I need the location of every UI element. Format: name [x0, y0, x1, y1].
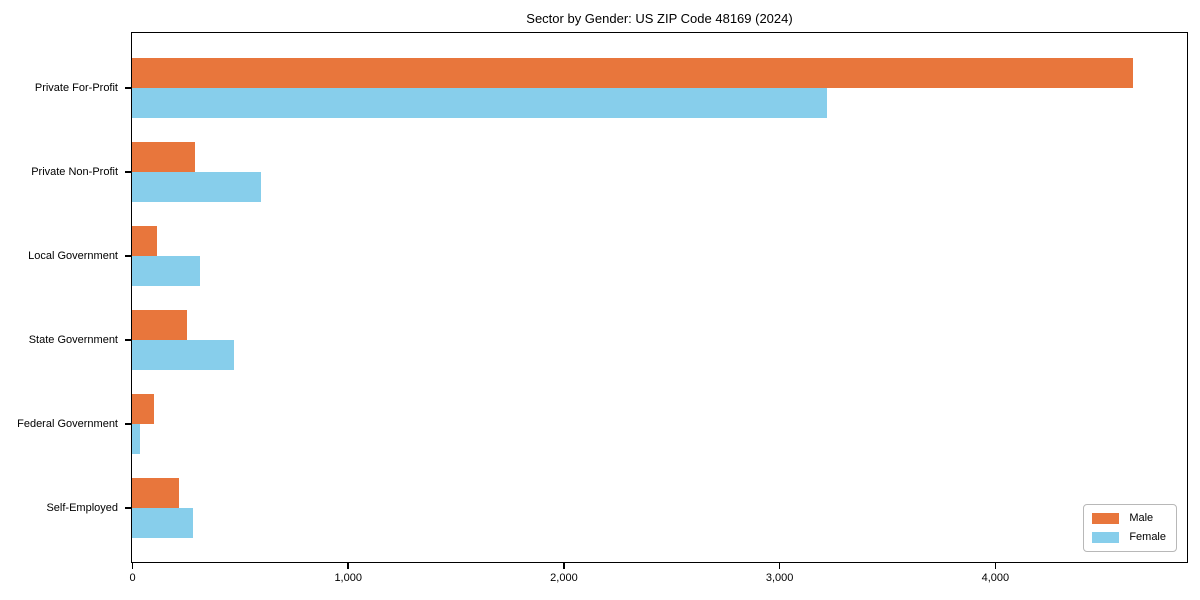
y-tick-mark [125, 423, 131, 425]
x-tick-label: 0 [129, 572, 136, 584]
y-tick-label-federal-government: Federal Government [17, 417, 118, 430]
bar-male-private-for-profit [132, 57, 1133, 88]
y-tick-mark [125, 255, 131, 257]
bar-female-federal-government [132, 423, 140, 454]
y-tick-mark [125, 171, 131, 173]
x-tick-label: 4,000 [981, 572, 1010, 584]
bar-female-state-government [132, 339, 235, 370]
legend-label-male: Male [1129, 512, 1154, 524]
x-tick-label: 1,000 [334, 572, 362, 584]
bar-female-local-government [132, 255, 200, 286]
chart-title: Sector by Gender: US ZIP Code 48169 (202… [526, 11, 793, 26]
y-tick-label-private-for-profit: Private For-Profit [34, 81, 118, 94]
y-tick-label-local-government: Local Government [28, 249, 118, 262]
legend-label-female: Female [1129, 531, 1166, 543]
bar-female-self-employed [132, 507, 194, 538]
legend-entry-male: Male [1092, 512, 1166, 525]
bar-male-private-non-profit [132, 141, 195, 172]
x-tick-mark [778, 563, 781, 569]
bar-male-state-government [132, 309, 187, 340]
y-tick-mark [125, 87, 131, 89]
x-tick-label: 3,000 [765, 572, 794, 584]
x-tick-mark [563, 563, 565, 569]
legend: Male Female [1083, 504, 1177, 552]
x-tick-mark [994, 563, 997, 569]
y-tick-label-self-employed: Self-Employed [46, 501, 118, 514]
legend-swatch-male [1092, 513, 1120, 524]
x-tick-mark [347, 563, 349, 569]
x-tick-mark [131, 563, 134, 569]
plot-area [131, 32, 1188, 563]
y-tick-label-private-non-profit: Private Non-Profit [31, 165, 118, 178]
y-tick-label-state-government: State Government [28, 333, 118, 346]
bar-male-local-government [132, 225, 157, 256]
x-tick-label: 2,000 [550, 572, 578, 584]
y-tick-mark [125, 507, 131, 509]
bar-female-private-non-profit [132, 171, 262, 202]
y-tick-mark [125, 339, 131, 341]
bar-male-federal-government [132, 393, 154, 424]
legend-entry-female: Female [1092, 531, 1166, 544]
bar-male-self-employed [132, 477, 180, 508]
legend-swatch-female [1092, 532, 1120, 543]
bar-female-private-for-profit [132, 87, 827, 118]
